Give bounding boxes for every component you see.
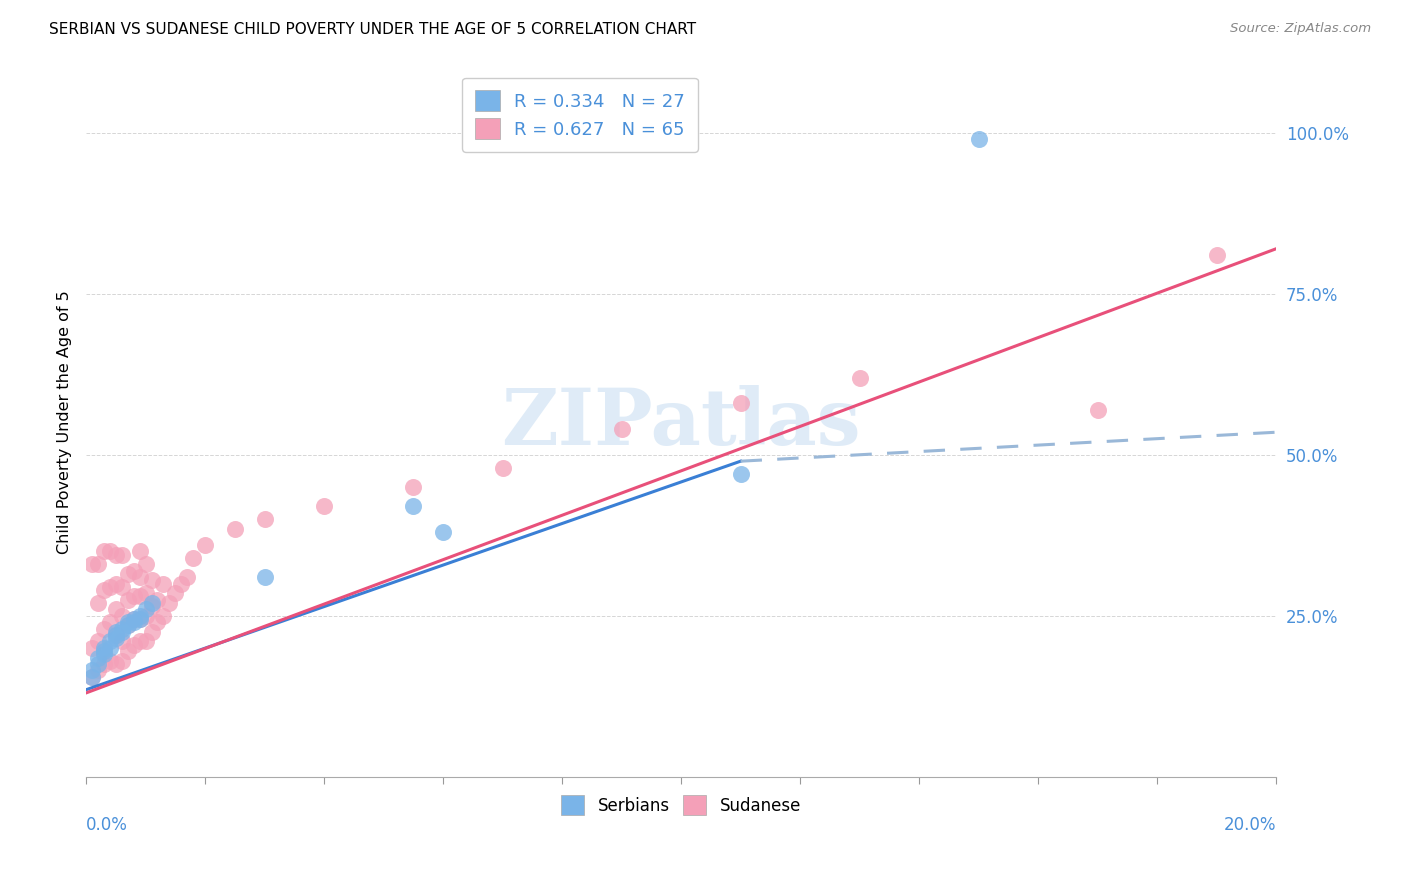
Point: [98, 654, 121, 668]
Point: [80, 670, 103, 684]
Point: [135, 608, 157, 623]
Point: [98, 615, 121, 629]
Point: [253, 512, 276, 526]
Point: [98, 544, 121, 558]
Point: [104, 628, 127, 642]
Point: [165, 586, 187, 600]
Y-axis label: Child Poverty Under the Age of 5: Child Poverty Under the Age of 5: [58, 291, 72, 555]
Point: [1205, 248, 1227, 262]
Point: [122, 612, 145, 626]
Text: Source: ZipAtlas.com: Source: ZipAtlas.com: [1230, 22, 1371, 36]
Point: [104, 602, 127, 616]
Point: [117, 592, 139, 607]
Point: [730, 396, 752, 410]
Point: [98, 640, 121, 655]
Point: [111, 608, 134, 623]
Point: [104, 624, 127, 639]
Point: [146, 615, 169, 629]
Point: [128, 612, 150, 626]
Point: [98, 580, 121, 594]
Point: [141, 624, 163, 639]
Point: [152, 576, 174, 591]
Point: [111, 548, 134, 562]
Point: [87, 657, 110, 671]
Legend: Serbians, Sudanese: Serbians, Sudanese: [554, 789, 808, 822]
Point: [122, 564, 145, 578]
Point: [122, 612, 145, 626]
Point: [104, 657, 127, 671]
Text: ZIPatlas: ZIPatlas: [502, 384, 860, 460]
Point: [111, 624, 134, 639]
Point: [122, 638, 145, 652]
Text: SERBIAN VS SUDANESE CHILD POVERTY UNDER THE AGE OF 5 CORRELATION CHART: SERBIAN VS SUDANESE CHILD POVERTY UNDER …: [49, 22, 696, 37]
Point: [312, 500, 335, 514]
Point: [104, 548, 127, 562]
Point: [93, 582, 115, 597]
Point: [135, 586, 157, 600]
Point: [80, 558, 103, 572]
Point: [224, 522, 246, 536]
Point: [402, 480, 425, 494]
Point: [141, 596, 163, 610]
Point: [93, 644, 115, 658]
Point: [93, 640, 115, 655]
Point: [848, 370, 870, 384]
Point: [80, 670, 103, 684]
Text: 20.0%: 20.0%: [1223, 815, 1277, 833]
Point: [122, 590, 145, 604]
Point: [141, 599, 163, 613]
Point: [122, 615, 145, 629]
Point: [152, 608, 174, 623]
Point: [181, 550, 204, 565]
Point: [128, 608, 150, 623]
Point: [104, 576, 127, 591]
Point: [87, 558, 110, 572]
Point: [111, 580, 134, 594]
Point: [176, 570, 198, 584]
Point: [117, 566, 139, 581]
Point: [157, 596, 180, 610]
Point: [194, 538, 217, 552]
Point: [93, 648, 115, 662]
Point: [93, 544, 115, 558]
Point: [135, 634, 157, 648]
Point: [111, 634, 134, 648]
Point: [128, 590, 150, 604]
Text: 0.0%: 0.0%: [86, 815, 128, 833]
Point: [730, 467, 752, 481]
Point: [146, 592, 169, 607]
Point: [80, 664, 103, 678]
Point: [87, 650, 110, 665]
Point: [967, 132, 990, 146]
Point: [117, 615, 139, 629]
Point: [104, 631, 127, 645]
Point: [117, 618, 139, 632]
Point: [253, 570, 276, 584]
Point: [87, 664, 110, 678]
Point: [93, 622, 115, 636]
Point: [170, 576, 193, 591]
Point: [491, 460, 513, 475]
Point: [111, 654, 134, 668]
Point: [87, 634, 110, 648]
Point: [98, 634, 121, 648]
Point: [117, 644, 139, 658]
Point: [93, 657, 115, 671]
Point: [135, 602, 157, 616]
Point: [432, 524, 454, 539]
Point: [117, 618, 139, 632]
Point: [87, 596, 110, 610]
Point: [104, 628, 127, 642]
Point: [135, 558, 157, 572]
Point: [128, 570, 150, 584]
Point: [610, 422, 633, 436]
Point: [128, 544, 150, 558]
Point: [128, 612, 150, 626]
Point: [1087, 402, 1109, 417]
Point: [80, 640, 103, 655]
Point: [128, 634, 150, 648]
Point: [111, 622, 134, 636]
Point: [141, 574, 163, 588]
Point: [402, 500, 425, 514]
